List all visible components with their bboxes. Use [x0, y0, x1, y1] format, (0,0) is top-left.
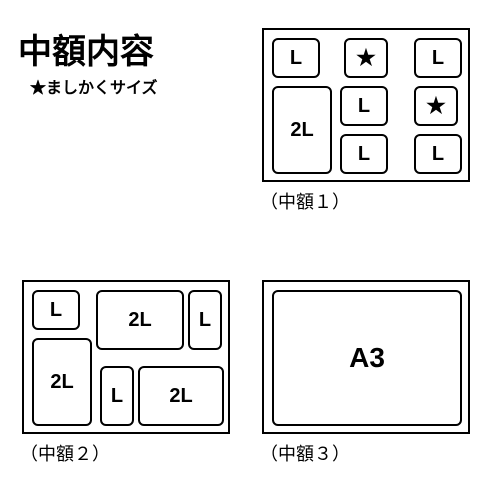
- frame-1-caption: （中額１）: [260, 188, 350, 214]
- frame-3-cell-1: A3: [272, 290, 462, 426]
- frame-1-cell-2: ★: [344, 38, 388, 78]
- frame-1-cell-8: L: [414, 134, 462, 174]
- frame-2-cell-3: L: [188, 290, 222, 350]
- frame-1-cell-3: L: [414, 38, 462, 78]
- frame-2-cell-2: 2L: [96, 290, 184, 350]
- frame-1-cell-5: L: [340, 86, 388, 126]
- frame-1-cell-6: ★: [414, 86, 458, 126]
- frame-2-cell-6: 2L: [138, 366, 224, 426]
- frame-3-caption: （中額３）: [260, 440, 350, 466]
- frame-2-caption: （中額２）: [20, 440, 110, 466]
- page-subtitle: ★ましかくサイズ: [30, 74, 158, 98]
- frame-1-cell-7: L: [340, 134, 388, 174]
- frame-1-cell-1: L: [272, 38, 320, 78]
- frame-1-cell-4: 2L: [272, 86, 332, 174]
- frame-2: L2LL2LL2L: [22, 280, 230, 434]
- frame-3: A3: [262, 280, 470, 434]
- frame-2-cell-5: L: [100, 366, 134, 426]
- frame-1: L★L2LL★LL: [262, 28, 470, 182]
- page-title: 中額内容: [18, 24, 154, 73]
- frame-2-cell-1: L: [32, 290, 80, 330]
- frame-2-cell-4: 2L: [32, 338, 92, 426]
